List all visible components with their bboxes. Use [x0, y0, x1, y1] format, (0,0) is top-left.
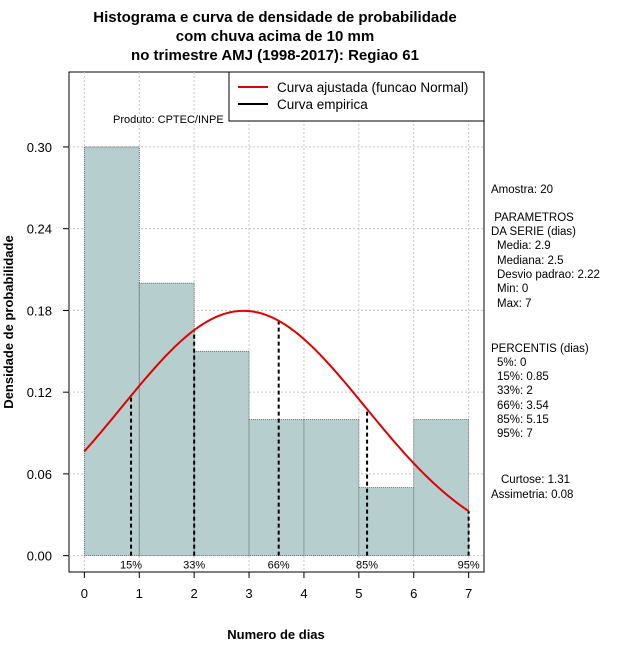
legend-label-fitted: Curva ajustada (funcao Normal) [277, 80, 468, 95]
percentile-lines: 15% 33% 66% 85% 95% [120, 320, 480, 572]
x-tick-label: 7 [465, 586, 472, 601]
percentile-66: 66%: 3.54 [497, 400, 549, 412]
param-min: Min: 0 [497, 283, 528, 295]
kurtosis: Curtose: 1.31 [501, 474, 570, 486]
x-axis-ticks: 0 1 2 3 4 5 6 7 [81, 572, 472, 601]
percentile-line-label: 85% [356, 560, 378, 572]
param-mean: Media: 2.9 [497, 240, 551, 252]
histogram-bar [248, 419, 305, 557]
x-tick-label: 5 [355, 586, 362, 601]
params-title-1: PARAMETROS [491, 212, 574, 224]
x-tick-label: 6 [410, 586, 417, 601]
histogram-bar [83, 146, 140, 557]
chart-title-line-3: no trimestre AMJ (1998-2017): Regiao 61 [131, 47, 419, 64]
percentile-85: 85%: 5.15 [497, 414, 549, 426]
histogram-bar [303, 419, 360, 557]
histogram-bar [413, 419, 470, 557]
product-label: Produto: CPTEC/INPE [113, 114, 224, 126]
skewness: Assimetria: 0.08 [491, 489, 573, 501]
percentile-5: 5%: 0 [497, 357, 526, 369]
percentile-15: 15%: 0.85 [497, 371, 549, 383]
percentile-line-label: 15% [120, 560, 142, 572]
y-tick-label: 0.30 [27, 140, 52, 155]
percentile-33: 33%: 2 [497, 385, 533, 397]
y-axis-ticks: 0.00 0.06 0.12 0.18 0.24 0.30 [27, 140, 69, 564]
y-tick-label: 0.12 [27, 385, 52, 400]
legend-box [228, 71, 485, 122]
x-tick-label: 3 [245, 586, 252, 601]
percentile-95: 95%: 7 [497, 428, 533, 440]
chart-title-line-1: Histograma e curva de densidade de proba… [93, 9, 456, 26]
histogram-bars [83, 146, 470, 557]
x-tick-label: 1 [136, 586, 143, 601]
histogram-bar [138, 282, 195, 557]
legend: Curva ajustada (funcao Normal) Curva emp… [228, 71, 485, 122]
percentile-line-label: 66% [268, 560, 290, 572]
percentile-line-label: 95% [458, 560, 480, 572]
param-max: Max: 7 [497, 298, 532, 310]
param-sd: Desvio padrao: 2.22 [497, 269, 600, 281]
sample-size: Amostra: 20 [491, 184, 553, 196]
param-median: Mediana: 2.5 [497, 255, 564, 267]
x-tick-label: 4 [300, 586, 307, 601]
y-tick-label: 0.18 [27, 303, 52, 318]
x-tick-label: 0 [81, 586, 88, 601]
percentiles-title: PERCENTIS (dias) [491, 343, 589, 355]
y-tick-label: 0.24 [27, 222, 52, 237]
y-tick-label: 0.00 [27, 549, 52, 564]
legend-label-empirical: Curva empirica [277, 97, 368, 112]
y-tick-label: 0.06 [27, 467, 52, 482]
x-axis-label: Numero de dias [227, 627, 325, 642]
side-panel: Amostra: 20 PARAMETROS DA SERIE (dias) M… [491, 184, 600, 501]
y-axis-label: Densidade de probabilidade [1, 235, 16, 408]
chart-title-line-2: com chuva acima de 10 mm [176, 28, 374, 45]
params-title-2: DA SERIE (dias) [491, 226, 576, 238]
histogram-bar [193, 350, 250, 557]
x-tick-label: 2 [191, 586, 198, 601]
percentile-line-label: 33% [183, 560, 205, 572]
fitted-curve [83, 309, 470, 512]
fitted-normal-curve [83, 309, 470, 512]
